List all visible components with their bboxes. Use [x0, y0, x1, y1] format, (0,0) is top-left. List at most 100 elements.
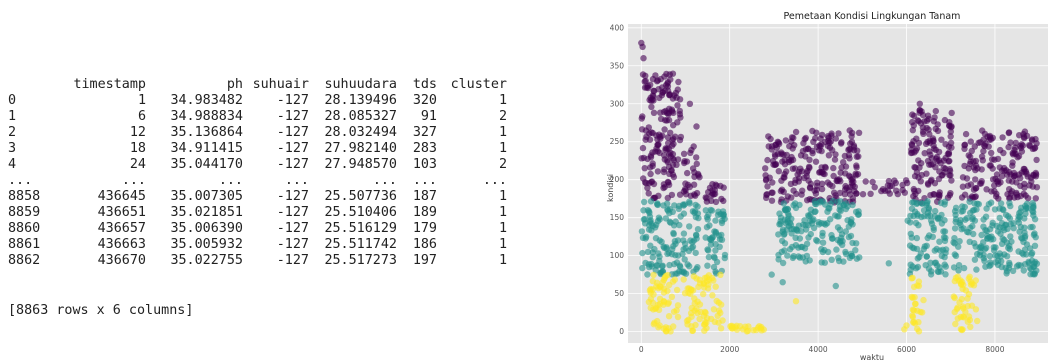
- cell-ph: ...: [218, 173, 243, 188]
- scatter-point-high: [642, 72, 649, 80]
- scatter-point-mid: [998, 240, 1006, 247]
- scatter-point-high: [690, 181, 698, 188]
- scatter-point-mid: [840, 258, 847, 265]
- scatter-point-low: [908, 275, 915, 282]
- scatter-point-high: [843, 184, 850, 192]
- scatter-point-high: [647, 170, 654, 178]
- cell-tds: 91: [420, 109, 437, 124]
- scatter-point-low: [665, 313, 673, 320]
- scatter-point-mid: [996, 205, 1003, 212]
- scatter-point-mid: [1021, 261, 1029, 268]
- scatter-point-low: [909, 294, 916, 301]
- scatter-point-low: [728, 322, 735, 329]
- scatter-point-low: [909, 312, 916, 319]
- scatter-point-mid: [914, 210, 921, 218]
- scatter-point-low: [668, 293, 676, 300]
- scatter-point-high: [772, 161, 780, 168]
- scatter-point-mid: [1007, 220, 1014, 228]
- scatter-point-low: [954, 315, 961, 322]
- scatter-point-low: [919, 309, 926, 316]
- scatter-point-mid: [639, 249, 646, 257]
- cell-cluster: 1: [498, 189, 507, 204]
- scatter-point-low: [712, 283, 719, 290]
- scatter-point-mid: [660, 243, 667, 250]
- scatter-point-high: [693, 160, 700, 168]
- cell-timestamp: 436670: [97, 253, 146, 268]
- scatter-point-mid: [776, 221, 783, 228]
- scatter-point-mid: [1018, 234, 1025, 241]
- scatter-point-high: [815, 147, 823, 154]
- scatter-point-high: [967, 153, 974, 160]
- scatter-point-low: [972, 277, 979, 284]
- scatter-point-high: [693, 123, 700, 130]
- scatter-point-mid: [829, 235, 836, 242]
- scatter-point-high: [640, 175, 647, 182]
- scatter-point-high: [831, 189, 838, 196]
- scatter-point-high: [923, 170, 930, 177]
- scatter-point-mid: [704, 246, 711, 253]
- cell-suhuudara: 27.948570: [324, 157, 397, 172]
- cell-suhuudara: 25.516129: [324, 221, 397, 236]
- scatter-point-mid: [951, 240, 958, 247]
- scatter-point-mid: [952, 204, 960, 211]
- column-header-index: [8, 77, 63, 93]
- scatter-point-mid: [780, 200, 787, 207]
- scatter-point-mid: [644, 248, 652, 256]
- scatter-point-mid: [666, 218, 673, 225]
- scatter-point-mid: [917, 250, 924, 257]
- scatter-point-high: [668, 191, 676, 199]
- scatter-point-high: [830, 172, 837, 180]
- scatter-point-high: [869, 178, 876, 186]
- scatter-point-mid: [853, 255, 860, 262]
- scatter-point-high: [867, 190, 874, 197]
- scatter-point-high: [647, 152, 655, 159]
- scatter-point-high: [982, 140, 989, 147]
- column-header-suhuair: suhuair: [252, 77, 309, 92]
- scatter-point-high: [968, 147, 975, 155]
- scatter-point-high: [854, 171, 862, 178]
- scatter-point-high: [1014, 154, 1021, 161]
- cell-ph: 35.136864: [170, 125, 243, 140]
- scatter-point-high: [772, 153, 779, 160]
- cell-tds: 179: [412, 221, 437, 236]
- scatter-point-mid: [1009, 267, 1017, 275]
- scatter-point-high: [871, 184, 878, 191]
- scatter-point-high: [643, 133, 650, 140]
- cell-timestamp: 436657: [97, 221, 146, 236]
- scatter-point-mid: [805, 234, 812, 241]
- scatter-point-mid: [671, 238, 679, 245]
- scatter-point-high: [831, 156, 839, 163]
- scatter-point-mid: [941, 217, 948, 224]
- scatter-point-high: [837, 178, 844, 185]
- scatter-point-high: [911, 187, 918, 195]
- scatter-point-mid: [907, 212, 914, 220]
- scatter-point-mid: [966, 238, 973, 245]
- scatter-point-high: [946, 122, 953, 130]
- scatter-point-mid: [938, 252, 945, 260]
- cell-suhuair: -127: [276, 109, 309, 124]
- scatter-point-high: [913, 135, 920, 142]
- scatter-point-high: [1011, 146, 1018, 154]
- cell-cluster: 2: [498, 109, 507, 124]
- scatter-point-mid: [1029, 223, 1036, 231]
- scatter-point-mid: [852, 208, 860, 216]
- scatter-point-high: [845, 146, 852, 154]
- scatter-point-low: [654, 317, 661, 325]
- scatter-point-high: [915, 174, 922, 181]
- scatter-point-mid: [813, 200, 820, 208]
- scatter-point-mid: [652, 224, 659, 231]
- scatter-point-low: [717, 325, 725, 332]
- column-header-suhuudara: suhuudara: [324, 77, 397, 92]
- scatter-point-high: [799, 187, 806, 194]
- scatter-point-low: [692, 321, 699, 329]
- scatter-point-mid: [708, 207, 716, 214]
- cell-ph: 35.007305: [170, 189, 243, 204]
- scatter-point-mid: [956, 238, 963, 245]
- scatter-point-high: [994, 155, 1002, 163]
- scatter-point-mid: [642, 259, 649, 267]
- scatter-point-mid: [693, 235, 700, 242]
- scatter-point-high: [648, 97, 655, 105]
- scatter-point-mid: [781, 247, 788, 254]
- scatter-point-high: [655, 141, 662, 148]
- scatter-point-high: [718, 195, 725, 203]
